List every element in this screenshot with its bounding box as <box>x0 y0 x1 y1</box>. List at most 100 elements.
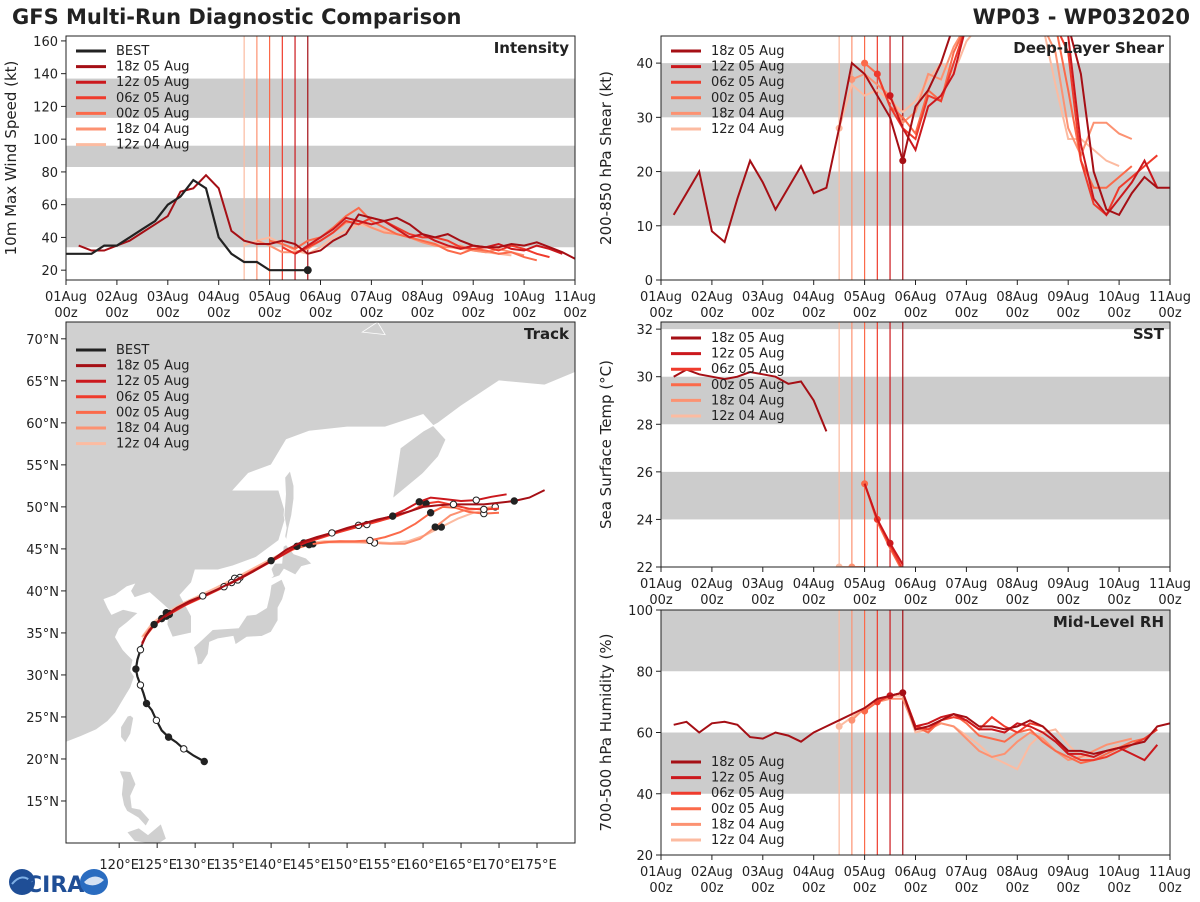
legend-label: 06z 05 Aug <box>711 75 785 90</box>
x-tick-label: 04Aug <box>793 865 835 880</box>
sakhalin <box>283 469 295 543</box>
y-tick-label: 15°N <box>26 795 59 810</box>
storm-id: WP03 - WP032020 <box>972 5 1190 29</box>
legend-label: 12z 04 Aug <box>116 138 190 153</box>
taiwan <box>120 714 135 744</box>
y-tick-label: 65°N <box>26 375 59 390</box>
y-tick-label: 28 <box>636 418 653 433</box>
legend-label: 12z 05 Aug <box>711 347 785 362</box>
x-tick-label: 00z <box>1006 593 1030 608</box>
x-tick-label: 145°E <box>289 858 329 873</box>
series-line-r06z05 <box>876 36 1158 217</box>
y-tick-label: 20 <box>636 849 653 864</box>
best-last-point <box>303 266 312 275</box>
init-marker <box>873 70 881 78</box>
y-axis-label: 200-850 hPa Shear (kt) <box>597 71 615 245</box>
kamchatka-border <box>399 439 447 499</box>
japan <box>193 578 287 666</box>
best-track-marker <box>136 681 145 689</box>
y-axis-label: 700-500 hPa Humidity (%) <box>597 633 615 831</box>
panel-title: Intensity <box>494 39 570 57</box>
y-tick-label: 60 <box>636 727 653 742</box>
x-tick-label: 140°E <box>251 858 291 873</box>
x-tick-label: 00z <box>156 306 180 321</box>
y-tick-label: 80 <box>636 665 653 680</box>
x-tick-label: 00z <box>207 306 231 321</box>
x-tick-label: 00z <box>309 306 333 321</box>
x-tick-label: 130°E <box>175 858 215 873</box>
x-tick-label: 00z <box>462 306 486 321</box>
y-tick-label: 55°N <box>26 459 59 474</box>
init-marker <box>861 59 869 67</box>
shaded-band <box>661 471 1170 520</box>
legend-label: 00z 05 Aug <box>711 91 785 106</box>
series-line-r18z05 <box>673 691 1170 755</box>
x-tick-label: 00z <box>258 306 282 321</box>
x-tick-label: 10Aug <box>1098 577 1140 592</box>
track-marker <box>480 505 488 514</box>
x-tick-label: 08Aug <box>996 865 1038 880</box>
x-tick-label: 02Aug <box>691 577 733 592</box>
track-marker <box>150 620 158 629</box>
legend-label: 18z 05 Aug <box>711 331 785 346</box>
legend-label: 18z 04 Aug <box>116 421 190 436</box>
x-tick-label: 09Aug <box>1047 290 1089 305</box>
legend-label: 00z 05 Aug <box>711 802 785 817</box>
shaded-band <box>661 610 1170 672</box>
y-tick-label: 25°N <box>26 711 59 726</box>
track-marker <box>388 512 397 520</box>
x-tick-label: 07Aug <box>945 290 987 305</box>
y-tick-label: 100 <box>628 604 653 619</box>
x-tick-label: 00z <box>955 593 979 608</box>
y-tick-label: 80 <box>41 166 58 181</box>
init-marker <box>848 75 856 83</box>
series-line-r00z05 <box>269 206 538 262</box>
y-tick-label: 70°N <box>26 333 59 348</box>
x-tick-label: 160°E <box>403 858 443 873</box>
x-tick-label: 00z <box>751 881 775 896</box>
rh-chart: 2040608010001Aug00z02Aug00z03Aug00z04Aug… <box>597 604 1191 896</box>
x-tick-label: 00z <box>904 306 928 321</box>
legend-label: 00z 05 Aug <box>711 378 785 393</box>
best-track-marker <box>164 733 173 741</box>
y-tick-label: 45°N <box>26 543 59 558</box>
legend-label: 06z 05 Aug <box>116 390 190 405</box>
x-tick-label: 09Aug <box>1047 577 1089 592</box>
y-tick-label: 20°N <box>26 753 59 768</box>
x-tick-label: 03Aug <box>742 290 784 305</box>
legend-label: 18z 05 Aug <box>116 359 190 374</box>
series-line-r18z05 <box>673 368 828 432</box>
legend-label: 12z 05 Aug <box>116 374 190 389</box>
legend-label: 18z 05 Aug <box>116 60 190 75</box>
x-tick-label: 02Aug <box>96 290 138 305</box>
x-tick-label: 135°E <box>213 858 253 873</box>
track-marker <box>267 556 275 565</box>
legend-label: 12z 04 Aug <box>711 409 785 424</box>
x-tick-label: 00z <box>802 881 826 896</box>
x-tick-label: 07Aug <box>350 290 392 305</box>
x-tick-label: 00z <box>360 306 384 321</box>
track-marker <box>472 496 480 504</box>
y-tick-label: 10 <box>636 220 653 235</box>
init-marker <box>899 157 907 165</box>
y-tick-label: 40 <box>636 788 653 803</box>
y-tick-label: 140 <box>33 68 58 83</box>
y-tick-label: 35°N <box>26 627 59 642</box>
y-tick-label: 24 <box>636 513 653 528</box>
x-tick-label: 07Aug <box>945 577 987 592</box>
x-tick-label: 00z <box>751 306 775 321</box>
x-tick-label: 02Aug <box>691 865 733 880</box>
x-tick-label: 00z <box>649 306 673 321</box>
x-tick-label: 00z <box>1057 881 1081 896</box>
panel-title: Mid-Level RH <box>1053 613 1164 631</box>
init-marker <box>886 92 894 100</box>
x-tick-label: 11Aug <box>1149 290 1191 305</box>
x-tick-label: 00z <box>1158 593 1182 608</box>
x-tick-label: 00z <box>1057 593 1081 608</box>
x-tick-label: 02Aug <box>691 290 733 305</box>
legend-label: 12z 04 Aug <box>711 833 785 848</box>
x-tick-label: 05Aug <box>844 577 886 592</box>
shaded-band <box>661 376 1170 425</box>
x-tick-label: 08Aug <box>996 290 1038 305</box>
y-tick-label: 20 <box>41 264 58 279</box>
